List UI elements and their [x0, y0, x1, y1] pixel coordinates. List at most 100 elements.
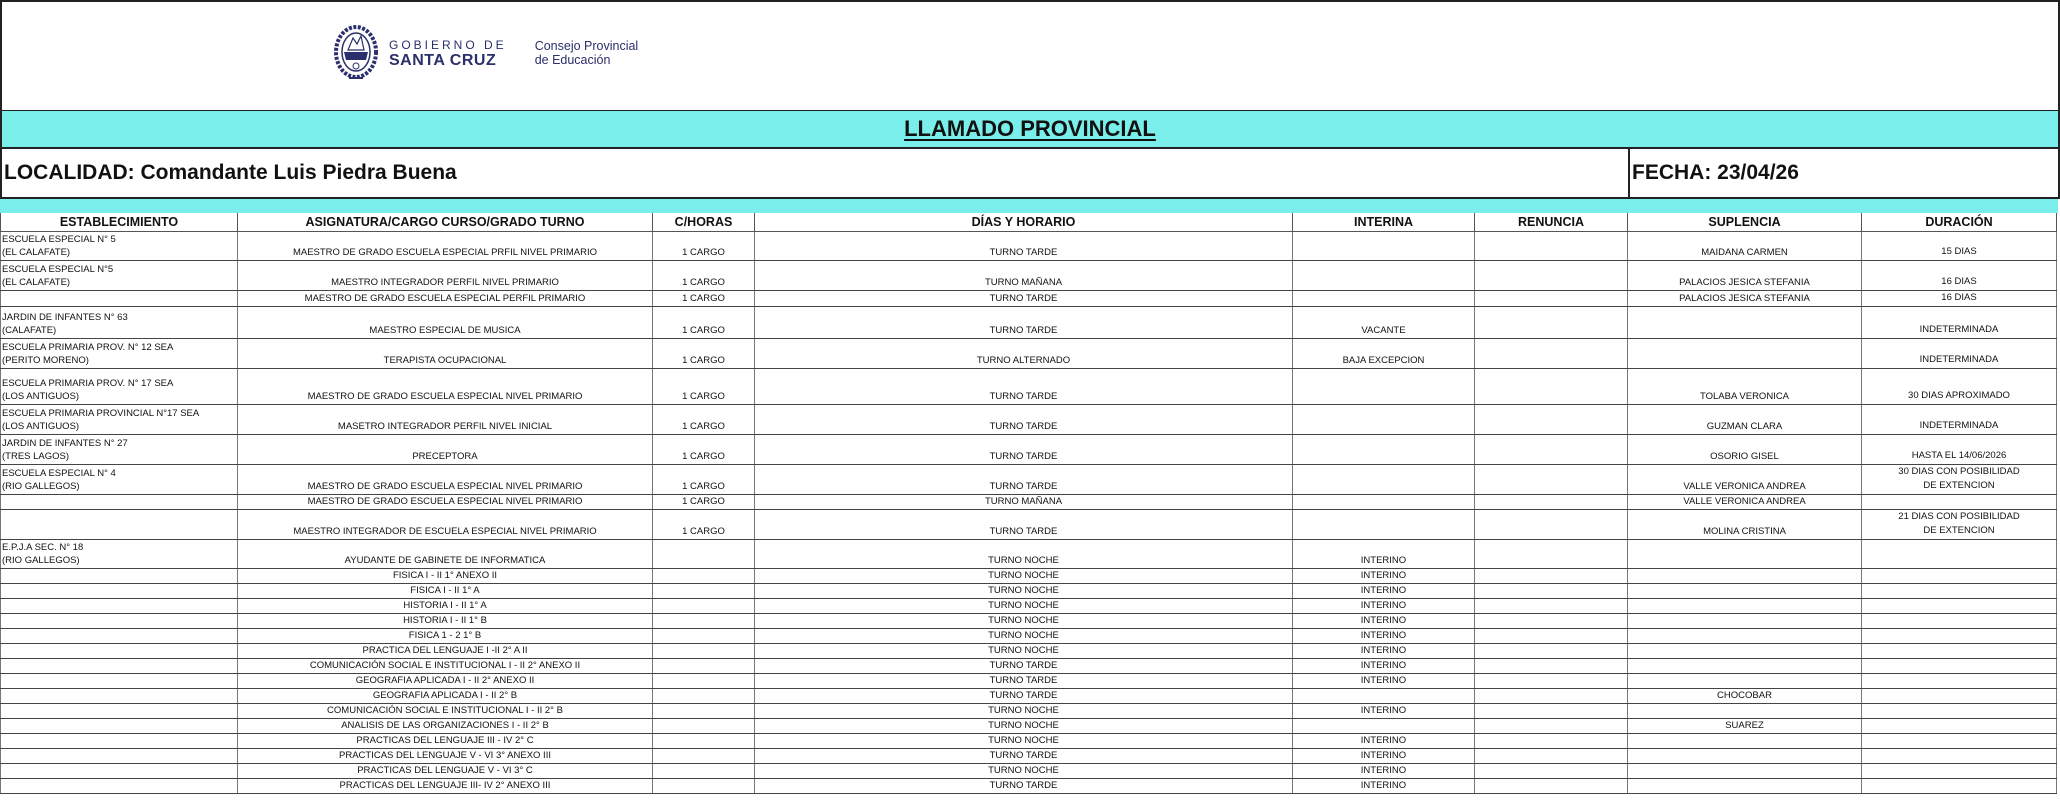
cell-duracion: [1861, 583, 2057, 599]
cell-suplencia: OSORIO GISEL: [1627, 434, 1862, 465]
table-row: COMUNICACIÓN SOCIAL E INSTITUCIONAL I - …: [0, 658, 2057, 674]
cell-suplencia: MAIDANA CARMEN: [1627, 231, 1862, 261]
cell-establecimiento: ESCUELA PRIMARIA PROVINCIAL N°17 SEA (LOS…: [0, 404, 238, 435]
cell-renuncia: [1474, 583, 1628, 599]
col-header-interina: INTERINA: [1292, 213, 1475, 232]
duracion-line: DE EXTENCION: [1923, 480, 1995, 491]
cell-asignatura: PRACTICAS DEL LENGUAJE V - VI 3° ANEXO I…: [237, 748, 653, 764]
table-row: ESCUELA ESPECIAL N° 5 (EL CALAFATE) MAESTR…: [0, 231, 2057, 261]
cell-dias-horario: TURNO NOCHE: [754, 628, 1293, 644]
cell-establecimiento: E.P.J.A SEC. N° 18 (RIO GALLEGOS): [0, 539, 238, 569]
cell-asignatura: PRACTICA DEL LENGUAJE I -II 2° A II: [237, 643, 653, 659]
establecimiento-line: ESCUELA ESPECIAL N° 4: [2, 468, 116, 479]
establecimiento-line: (LOS ANTIGUOS): [2, 421, 80, 432]
duracion-line: INDETERMINADA: [1919, 324, 1999, 335]
cell-horas: 1 CARGO: [652, 231, 755, 261]
cell-interina: INTERINO: [1292, 778, 1475, 794]
santa-cruz-seal-icon: [334, 25, 378, 79]
cell-establecimiento: [0, 748, 238, 764]
cell-dias-horario: TURNO ALTERNADO: [754, 338, 1293, 369]
cell-duracion: 15 DIAS: [1861, 231, 2057, 261]
establecimiento-line: (LOS ANTIGUOS): [2, 391, 80, 402]
cell-renuncia: [1474, 703, 1628, 719]
cell-dias-horario: TURNO NOCHE: [754, 613, 1293, 629]
cell-dias-horario: TURNO NOCHE: [754, 718, 1293, 734]
cell-suplencia: [1627, 306, 1862, 339]
cell-dias-horario: TURNO NOCHE: [754, 703, 1293, 719]
cell-renuncia: [1474, 598, 1628, 614]
cell-suplencia: [1627, 613, 1862, 629]
cell-horas: 1 CARGO: [652, 494, 755, 510]
cell-asignatura: COMUNICACIÓN SOCIAL E INSTITUCIONAL I - …: [237, 658, 653, 674]
cell-interina: INTERINO: [1292, 658, 1475, 674]
duracion-line: 16 DIAS: [1941, 292, 1977, 303]
cell-establecimiento: ESCUELA PRIMARIA PROV. N° 17 SEA (LOS ANT…: [0, 368, 238, 405]
duracion-line: HASTA EL 14/06/2026: [1911, 450, 2007, 461]
cell-interina: INTERINO: [1292, 628, 1475, 644]
cell-interina: INTERINO: [1292, 598, 1475, 614]
localidad-label: LOCALIDAD: Comandante Luis Piedra Buena: [4, 161, 457, 184]
cell-asignatura: MAESTRO ESPECIAL DE MUSICA: [237, 306, 653, 339]
cell-horas: [652, 658, 755, 674]
establecimiento-line: ESCUELA PRIMARIA PROV. N° 12 SEA: [2, 342, 174, 353]
cell-renuncia: [1474, 464, 1628, 495]
cell-suplencia: VALLE VERONICA ANDREA: [1627, 494, 1862, 510]
cell-establecimiento: [0, 643, 238, 659]
cell-asignatura: MASETRO INTEGRADOR PERFIL NIVEL INICIAL: [237, 404, 653, 435]
cell-duracion: INDETERMINADA: [1861, 404, 2057, 435]
logo: GOBIERNO DE SANTA CRUZ Consejo Provincia…: [333, 24, 638, 82]
establecimiento-line: (RIO GALLEGOS): [2, 555, 80, 566]
table-row: COMUNICACIÓN SOCIAL E INSTITUCIONAL I - …: [0, 703, 2057, 719]
separator-band: [0, 199, 2058, 213]
cell-suplencia: [1627, 763, 1862, 779]
cell-dias-horario: TURNO TARDE: [754, 231, 1293, 261]
cell-horas: [652, 688, 755, 704]
cell-interina: INTERINO: [1292, 733, 1475, 749]
cell-suplencia: CHOCOBAR: [1627, 688, 1862, 704]
table-row: FISICA I - II 1° ANEXO II TURNO NOCHE INTE…: [0, 568, 2057, 584]
table-row: ESCUELA PRIMARIA PROV. N° 17 SEA (LOS ANT…: [0, 368, 2057, 405]
cell-duracion: INDETERMINADA: [1861, 338, 2057, 369]
duracion-line: 30 DIAS CON POSIBILIDAD: [1898, 466, 2020, 477]
establecimiento-line: JARDIN DE INFANTES N° 27: [2, 438, 128, 449]
cell-renuncia: [1474, 658, 1628, 674]
cell-horas: 1 CARGO: [652, 509, 755, 540]
cell-establecimiento: [0, 583, 238, 599]
cell-horas: 1 CARGO: [652, 306, 755, 339]
establecimiento-line: ESCUELA PRIMARIA PROV. N° 17 SEA: [2, 378, 174, 389]
establecimiento-line: (PERITO MORENO): [2, 355, 89, 366]
cell-establecimiento: ESCUELA ESPECIAL N° 5 (EL CALAFATE): [0, 231, 238, 261]
cell-asignatura: AYUDANTE DE GABINETE DE INFORMATICA: [237, 539, 653, 569]
cell-dias-horario: TURNO NOCHE: [754, 568, 1293, 584]
cell-renuncia: [1474, 509, 1628, 540]
table-row: FISICA 1 - 2 1° B TURNO NOCHE INTERINO: [0, 628, 2057, 644]
fecha-label: FECHA: 23/04/26: [1632, 161, 1799, 184]
cell-duracion: INDETERMINADA: [1861, 306, 2057, 339]
establecimiento-line: ESCUELA ESPECIAL N° 5: [2, 234, 116, 245]
page-title: LLAMADO PROVINCIAL: [904, 116, 1156, 141]
localidad-row: LOCALIDAD: Comandante Luis Piedra Buena …: [0, 149, 2060, 199]
cell-asignatura: COMUNICACIÓN SOCIAL E INSTITUCIONAL I - …: [237, 703, 653, 719]
cell-dias-horario: TURNO NOCHE: [754, 598, 1293, 614]
cell-dias-horario: TURNO TARDE: [754, 658, 1293, 674]
cell-asignatura: MAESTRO DE GRADO ESCUELA ESPECIAL NIVEL …: [237, 368, 653, 405]
cell-renuncia: [1474, 673, 1628, 689]
cell-dias-horario: TURNO TARDE: [754, 778, 1293, 794]
establecimiento-line: (RIO GALLEGOS): [2, 481, 80, 492]
cell-dias-horario: TURNO NOCHE: [754, 643, 1293, 659]
cell-duracion: [1861, 688, 2057, 704]
cell-establecimiento: [0, 658, 238, 674]
cell-horas: 1 CARGO: [652, 338, 755, 369]
cell-establecimiento: [0, 778, 238, 794]
cell-duracion: [1861, 658, 2057, 674]
cell-interina: [1292, 464, 1475, 495]
cell-asignatura: GEOGRAFIA APLICADA I - II 2° ANEXO II: [237, 673, 653, 689]
cell-renuncia: [1474, 733, 1628, 749]
cell-dias-horario: TURNO MAÑANA: [754, 494, 1293, 510]
cell-asignatura: PRACTICAS DEL LENGUAJE III- IV 2° ANEXO …: [237, 778, 653, 794]
col-header-asignatura: ASIGNATURA/CARGO CURSO/GRADO TURNO: [237, 213, 653, 232]
cell-horas: [652, 748, 755, 764]
cell-asignatura: MAESTRO DE GRADO ESCUELA ESPECIAL PRFIL …: [237, 231, 653, 261]
cell-interina: [1292, 718, 1475, 734]
cell-interina: INTERINO: [1292, 643, 1475, 659]
